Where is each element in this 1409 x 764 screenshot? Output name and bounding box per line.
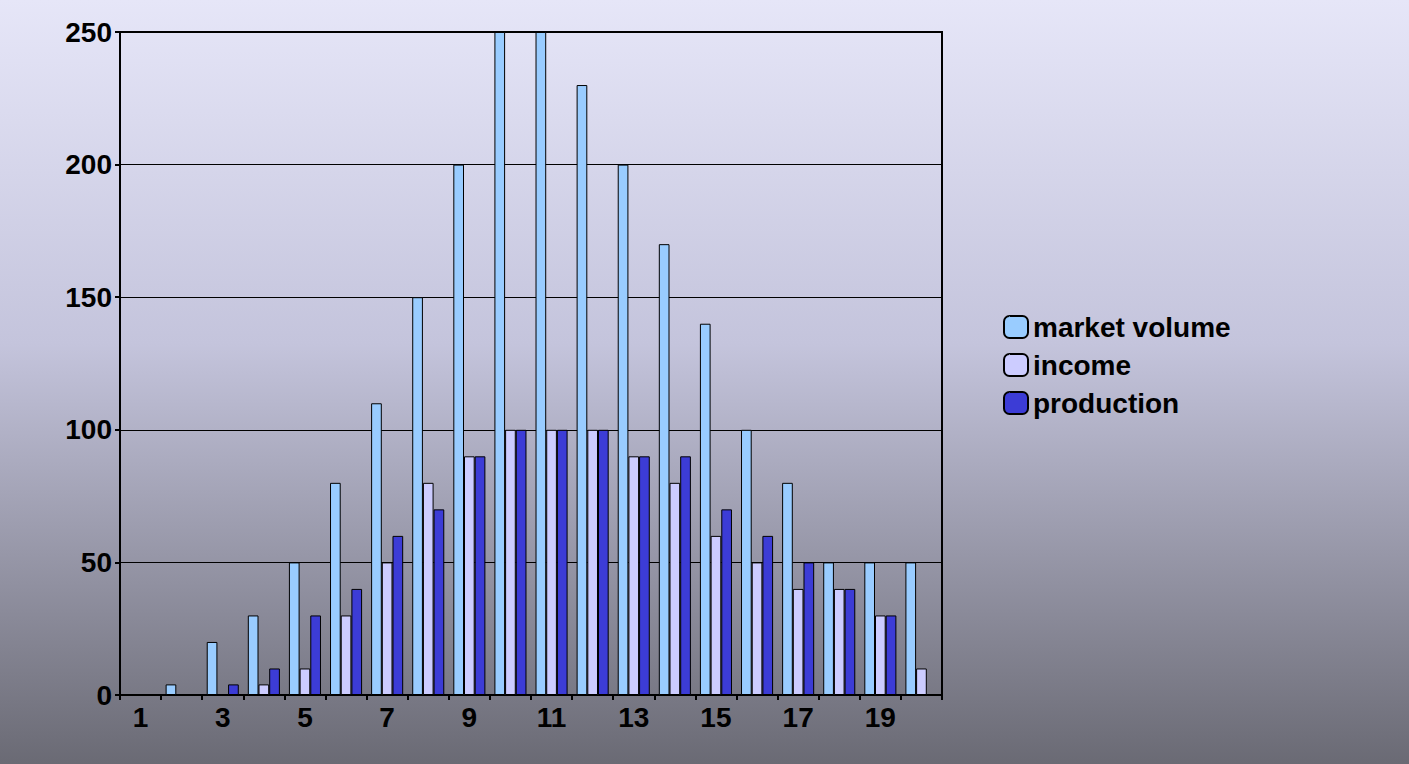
svg-text:3: 3 xyxy=(215,702,231,733)
svg-text:9: 9 xyxy=(462,702,478,733)
svg-text:17: 17 xyxy=(783,702,814,733)
svg-text:11: 11 xyxy=(537,702,567,733)
svg-text:0: 0 xyxy=(96,680,112,711)
svg-text:production: production xyxy=(1033,388,1179,419)
svg-text:income: income xyxy=(1033,350,1131,381)
svg-text:15: 15 xyxy=(700,702,731,733)
svg-text:50: 50 xyxy=(81,547,112,578)
svg-text:100: 100 xyxy=(65,414,112,445)
svg-text:7: 7 xyxy=(379,702,395,733)
svg-text:market volume: market volume xyxy=(1033,312,1231,343)
svg-text:250: 250 xyxy=(65,17,112,48)
svg-text:150: 150 xyxy=(65,282,112,313)
svg-text:5: 5 xyxy=(297,702,313,733)
svg-text:1: 1 xyxy=(133,702,149,733)
svg-text:13: 13 xyxy=(618,702,649,733)
svg-text:19: 19 xyxy=(865,702,896,733)
svg-text:200: 200 xyxy=(65,149,112,180)
